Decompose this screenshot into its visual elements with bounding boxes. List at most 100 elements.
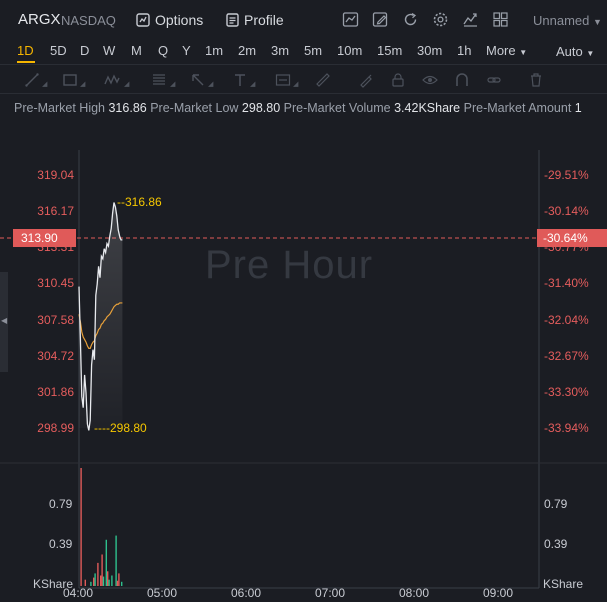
tab-period-2m[interactable]: 2m xyxy=(238,43,257,58)
edit-pen-icon[interactable] xyxy=(372,11,389,28)
layout-name-label: Unnamed xyxy=(533,13,590,28)
period-tabs: 1D 5D D W M Q Y 1m 2m 3m 5m 10m 15m 30m 1h xyxy=(0,38,607,62)
premarket-high-value: 316.86 xyxy=(108,101,147,115)
side-panel-handle[interactable]: ◀ xyxy=(0,272,8,372)
volume-bar xyxy=(94,573,96,586)
measure-tool-icon[interactable] xyxy=(275,72,291,88)
profile-label: Profile xyxy=(244,12,284,28)
volume-bar xyxy=(90,581,92,586)
chevron-down-icon: ▼ xyxy=(593,17,602,27)
chevron-left-icon: ◀ xyxy=(1,316,8,325)
percent-tick-right: -33.94% xyxy=(544,421,589,435)
tab-period-1m[interactable]: 1m xyxy=(205,43,224,58)
trend-line-icon[interactable] xyxy=(24,72,40,88)
volume-bar xyxy=(100,575,102,586)
eye-icon[interactable] xyxy=(422,72,438,88)
tab-period-3m[interactable]: 3m xyxy=(271,43,290,58)
rectangle-tool-icon[interactable] xyxy=(62,72,78,88)
volume-bar xyxy=(118,573,120,586)
percent-tick-right: -33.30% xyxy=(544,384,589,399)
tab-period-m[interactable]: M xyxy=(131,43,142,58)
link-icon[interactable] xyxy=(486,72,502,88)
price-tick-left: 310.45 xyxy=(37,276,74,291)
more-label: More xyxy=(486,43,516,58)
premarket-amount-value: 1 xyxy=(574,101,582,115)
percent-tick-right: -30.14% xyxy=(544,204,589,219)
volume-bar xyxy=(102,576,105,586)
lock-icon[interactable] xyxy=(390,72,406,88)
options-label: Options xyxy=(155,12,204,28)
tab-period-y[interactable]: Y xyxy=(182,43,191,58)
current-pct-tag: -30.64% xyxy=(537,229,607,247)
tab-period-1d[interactable]: 1D xyxy=(17,43,34,58)
indicator-chart-icon[interactable] xyxy=(342,11,359,28)
premarket-high-label: Pre-Market High xyxy=(14,101,105,115)
triangle-small-icon: ◢ xyxy=(80,81,86,88)
options-icon xyxy=(136,13,150,27)
exchange-label: NASDAQ xyxy=(61,13,116,28)
auto-scale-dropdown[interactable]: Auto ▼ xyxy=(556,44,594,59)
time-tick: 08:00 xyxy=(399,586,430,600)
active-period-underline xyxy=(17,61,35,63)
percent-tick-right: -29.51% xyxy=(544,168,589,182)
auto-label: Auto xyxy=(556,44,583,59)
price-tick-left: 301.86 xyxy=(37,384,74,399)
refresh-icon[interactable] xyxy=(402,11,419,28)
chart-watermark: Pre Hour xyxy=(205,243,374,287)
fibonacci-tool-icon[interactable] xyxy=(151,72,167,88)
volume-tick-left: 0.79 xyxy=(49,497,73,511)
compare-icon[interactable] xyxy=(462,11,479,28)
premarket-low-label: Pre-Market Low xyxy=(150,101,239,115)
percent-tick-right: -32.04% xyxy=(544,312,589,327)
grid-layout-icon[interactable] xyxy=(492,11,509,28)
triangle-small-icon: ◢ xyxy=(170,81,176,88)
magnet-icon[interactable] xyxy=(454,72,470,88)
text-tool-icon[interactable] xyxy=(232,72,248,88)
triangle-small-icon: ◢ xyxy=(124,81,130,88)
volume-tick-left: 0.39 xyxy=(49,537,73,551)
tab-period-q[interactable]: Q xyxy=(158,43,169,58)
tab-period-w[interactable]: W xyxy=(103,43,116,58)
gear-icon[interactable] xyxy=(432,11,449,28)
high-annotation: --316.86 xyxy=(117,195,162,209)
price-line xyxy=(78,202,123,431)
low-annotation-value: 298.80 xyxy=(109,421,147,435)
volume-bar xyxy=(121,581,123,586)
tab-period-d[interactable]: D xyxy=(80,43,90,58)
layout-name-dropdown[interactable]: Unnamed ▼ xyxy=(533,13,602,28)
tab-period-1h[interactable]: 1h xyxy=(457,43,472,58)
volume-bar xyxy=(105,539,107,586)
triangle-small-icon: ◢ xyxy=(250,81,256,88)
volume-bar xyxy=(115,535,117,586)
premarket-stats-bar: Pre-Market High 316.86 Pre-Market Low 29… xyxy=(14,101,582,115)
drawing-toolbar: ◢ ◢ ◢ ◢ ◢ ◢ ◢ xyxy=(0,64,607,94)
more-periods-dropdown[interactable]: More ▼ xyxy=(486,43,527,58)
ruler-icon[interactable] xyxy=(315,72,331,88)
options-button[interactable]: Options xyxy=(136,12,203,28)
volume-bar xyxy=(116,580,119,586)
volume-tick-right: 0.39 xyxy=(544,537,568,551)
pattern-tool-icon[interactable] xyxy=(104,72,120,88)
document-icon xyxy=(226,13,239,27)
price-area-fill xyxy=(79,202,123,431)
arrow-tool-icon[interactable] xyxy=(190,72,206,88)
profile-button[interactable]: Profile xyxy=(226,12,284,28)
volume-bar xyxy=(111,575,113,586)
trash-icon[interactable] xyxy=(528,72,544,88)
premarket-low-value: 298.80 xyxy=(241,101,281,115)
time-tick: 05:00 xyxy=(147,586,178,600)
tab-period-15m[interactable]: 15m xyxy=(377,43,403,58)
price-tick-left: 304.72 xyxy=(37,348,74,363)
symbol-ticker[interactable]: ARGX xyxy=(18,11,61,28)
brush-icon[interactable] xyxy=(358,72,374,88)
percent-tick-right: -32.67% xyxy=(544,348,589,363)
tab-period-30m[interactable]: 30m xyxy=(417,43,443,58)
tab-period-10m[interactable]: 10m xyxy=(337,43,363,58)
volume-bar xyxy=(93,577,95,586)
caret-down-icon: ▼ xyxy=(586,49,595,58)
tab-period-5m[interactable]: 5m xyxy=(304,43,323,58)
triangle-small-icon: ◢ xyxy=(42,81,48,88)
time-tick: 07:00 xyxy=(315,586,346,600)
tab-period-5d[interactable]: 5D xyxy=(50,43,67,58)
